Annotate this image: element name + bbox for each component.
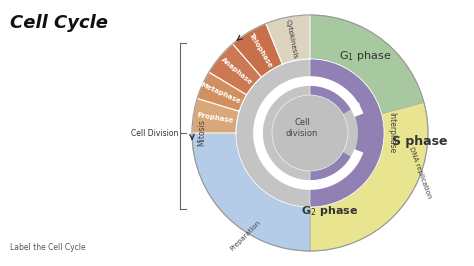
Polygon shape (197, 72, 246, 111)
Polygon shape (209, 44, 262, 95)
Polygon shape (192, 133, 310, 251)
Text: Telophase: Telophase (248, 32, 273, 69)
Circle shape (272, 95, 348, 171)
Polygon shape (310, 102, 428, 251)
Circle shape (236, 59, 384, 207)
Polygon shape (236, 59, 384, 207)
Polygon shape (192, 98, 239, 133)
Text: DNA replication: DNA replication (408, 146, 432, 200)
Polygon shape (236, 59, 310, 207)
Text: Cell Cycle: Cell Cycle (10, 14, 108, 32)
Text: Prophase: Prophase (196, 112, 234, 124)
Polygon shape (310, 109, 358, 157)
Text: S phase: S phase (392, 135, 448, 148)
Polygon shape (233, 24, 283, 77)
Text: Preparation: Preparation (228, 220, 261, 252)
Polygon shape (266, 15, 310, 64)
Text: G$_2$ phase: G$_2$ phase (301, 204, 359, 218)
Text: Label the Cell Cycle: Label the Cell Cycle (10, 243, 86, 252)
Text: Metaphase: Metaphase (200, 82, 242, 105)
Text: Interphase: Interphase (388, 112, 396, 154)
Polygon shape (227, 15, 424, 133)
Text: G$_1$ phase: G$_1$ phase (339, 49, 391, 63)
Text: Cell Division: Cell Division (131, 128, 179, 138)
Polygon shape (192, 15, 310, 133)
Text: Cell
division: Cell division (286, 118, 318, 138)
Text: Cytokinesis: Cytokinesis (285, 19, 299, 59)
Text: Mitosis: Mitosis (198, 119, 207, 147)
Text: Anaphase: Anaphase (219, 57, 253, 86)
